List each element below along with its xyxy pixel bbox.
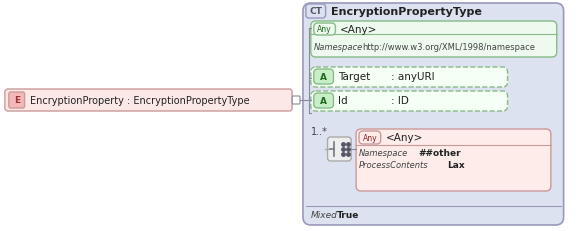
FancyBboxPatch shape bbox=[5, 90, 292, 112]
Text: Id: Id bbox=[338, 96, 348, 106]
FancyBboxPatch shape bbox=[356, 129, 551, 191]
FancyBboxPatch shape bbox=[306, 5, 325, 19]
Text: Lax: Lax bbox=[448, 161, 465, 170]
FancyBboxPatch shape bbox=[303, 4, 563, 225]
Text: A: A bbox=[320, 73, 327, 82]
FancyBboxPatch shape bbox=[311, 68, 508, 88]
FancyBboxPatch shape bbox=[359, 131, 380, 144]
Text: E: E bbox=[14, 96, 20, 105]
Text: Mixed: Mixed bbox=[311, 211, 338, 219]
Text: Any: Any bbox=[317, 25, 332, 34]
Text: CT: CT bbox=[309, 7, 322, 16]
FancyBboxPatch shape bbox=[292, 97, 300, 105]
FancyBboxPatch shape bbox=[314, 70, 334, 85]
FancyBboxPatch shape bbox=[311, 22, 557, 58]
Text: Namespace: Namespace bbox=[314, 42, 363, 51]
FancyBboxPatch shape bbox=[314, 24, 335, 36]
Text: : ID: : ID bbox=[391, 96, 409, 106]
Text: True: True bbox=[336, 211, 359, 219]
Text: ProcessContents: ProcessContents bbox=[359, 161, 428, 170]
Text: EncryptionPropertyType: EncryptionPropertyType bbox=[331, 7, 481, 17]
Text: ##other: ##other bbox=[418, 149, 461, 158]
FancyBboxPatch shape bbox=[314, 94, 334, 109]
FancyBboxPatch shape bbox=[311, 92, 508, 112]
Text: Namespace: Namespace bbox=[359, 149, 408, 158]
FancyBboxPatch shape bbox=[328, 137, 351, 161]
Text: 1..*: 1..* bbox=[311, 126, 328, 137]
Text: http://www.w3.org/XML/1998/namespace: http://www.w3.org/XML/1998/namespace bbox=[362, 42, 535, 51]
Text: EncryptionProperty : EncryptionPropertyType: EncryptionProperty : EncryptionPropertyT… bbox=[30, 96, 249, 106]
Text: <Any>: <Any> bbox=[340, 25, 378, 35]
Text: : anyURI: : anyURI bbox=[391, 72, 435, 82]
Text: Any: Any bbox=[362, 134, 377, 142]
Text: Target: Target bbox=[338, 72, 371, 82]
Text: <Any>: <Any> bbox=[386, 133, 423, 143]
FancyBboxPatch shape bbox=[9, 93, 24, 109]
Text: A: A bbox=[320, 97, 327, 106]
